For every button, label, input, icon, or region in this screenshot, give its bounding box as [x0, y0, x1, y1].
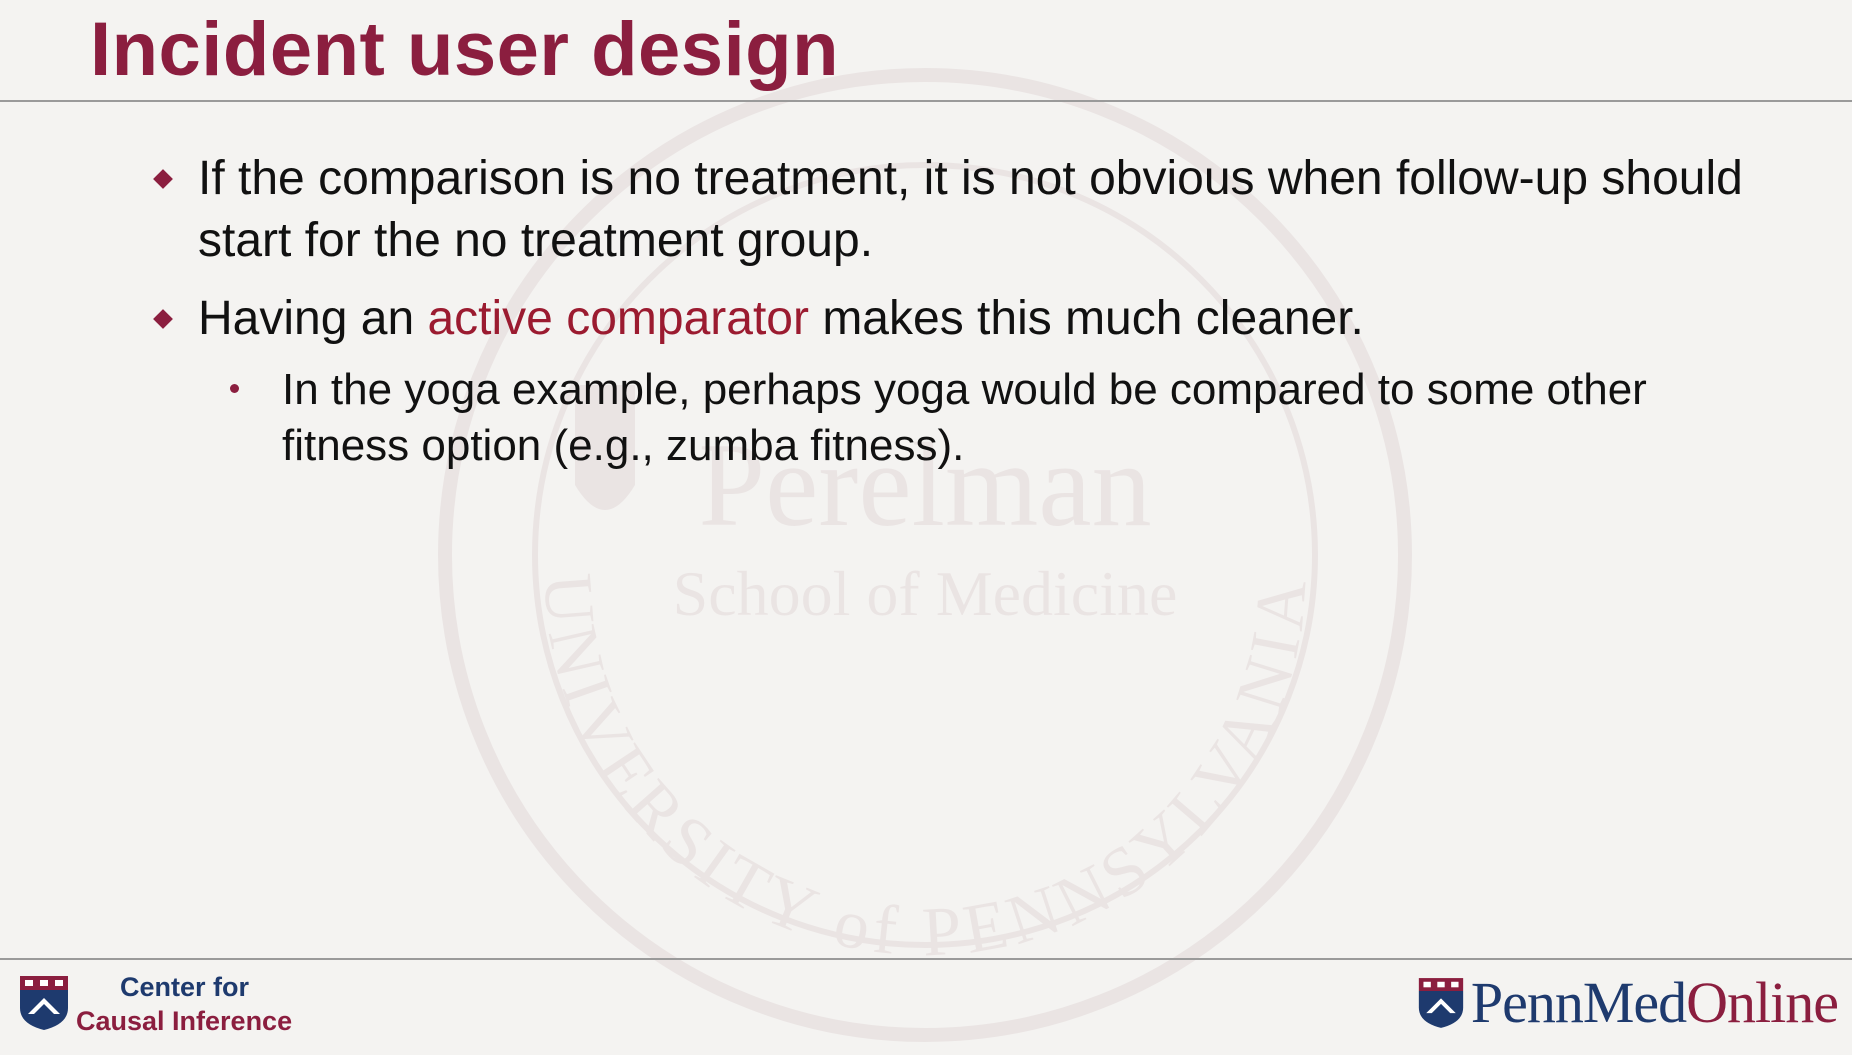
penn-shield-icon — [1418, 978, 1463, 1028]
watermark-arc: UNIVERSITY of PENNSYLVANIA — [528, 571, 1316, 972]
bullet-2: Having an active comparator makes this m… — [150, 288, 1750, 350]
brand-med: Med — [1582, 970, 1687, 1035]
diamond-bullet-icon — [153, 309, 173, 329]
bullet-2-text-after: makes this much cleaner. — [808, 292, 1364, 345]
pennmedonline-logo: PennMedOnline — [1417, 966, 1839, 1040]
slide-content: If the comparison is no treatment, it is… — [150, 148, 1750, 474]
dot-bullet-icon — [230, 384, 239, 393]
slide-title: Incident user design — [90, 7, 840, 92]
center-for-causal-inference-logo: Center for Causal Inference — [18, 970, 338, 1038]
penn-shield-icon — [20, 976, 68, 1030]
brand-online: Online — [1686, 970, 1839, 1035]
sub-bullet-1-text: In the yoga example, perhaps yoga would … — [282, 365, 1647, 470]
diamond-bullet-icon — [153, 169, 173, 189]
svg-text:UNIVERSITY of PENNSYLVANIA: UNIVERSITY of PENNSYLVANIA — [528, 571, 1322, 972]
bullet-1: If the comparison is no treatment, it is… — [150, 148, 1750, 272]
logo-line-2: Causal Inference — [76, 1006, 293, 1036]
logo-line-1: Center for — [120, 972, 250, 1002]
bullet-2-text-before: Having an — [198, 292, 428, 345]
sub-bullet-1: In the yoga example, perhaps yoga would … — [230, 362, 1750, 474]
pennmedonline-wordmark: PennMedOnline — [1470, 969, 1839, 1037]
bullet-2-highlight: active comparator — [427, 292, 809, 345]
bullet-1-text: If the comparison is no treatment, it is… — [198, 152, 1743, 267]
watermark-school: School of Medicine — [673, 558, 1178, 629]
footer-divider — [0, 958, 1852, 960]
brand-penn: Penn — [1470, 970, 1584, 1035]
title-divider — [0, 100, 1852, 102]
